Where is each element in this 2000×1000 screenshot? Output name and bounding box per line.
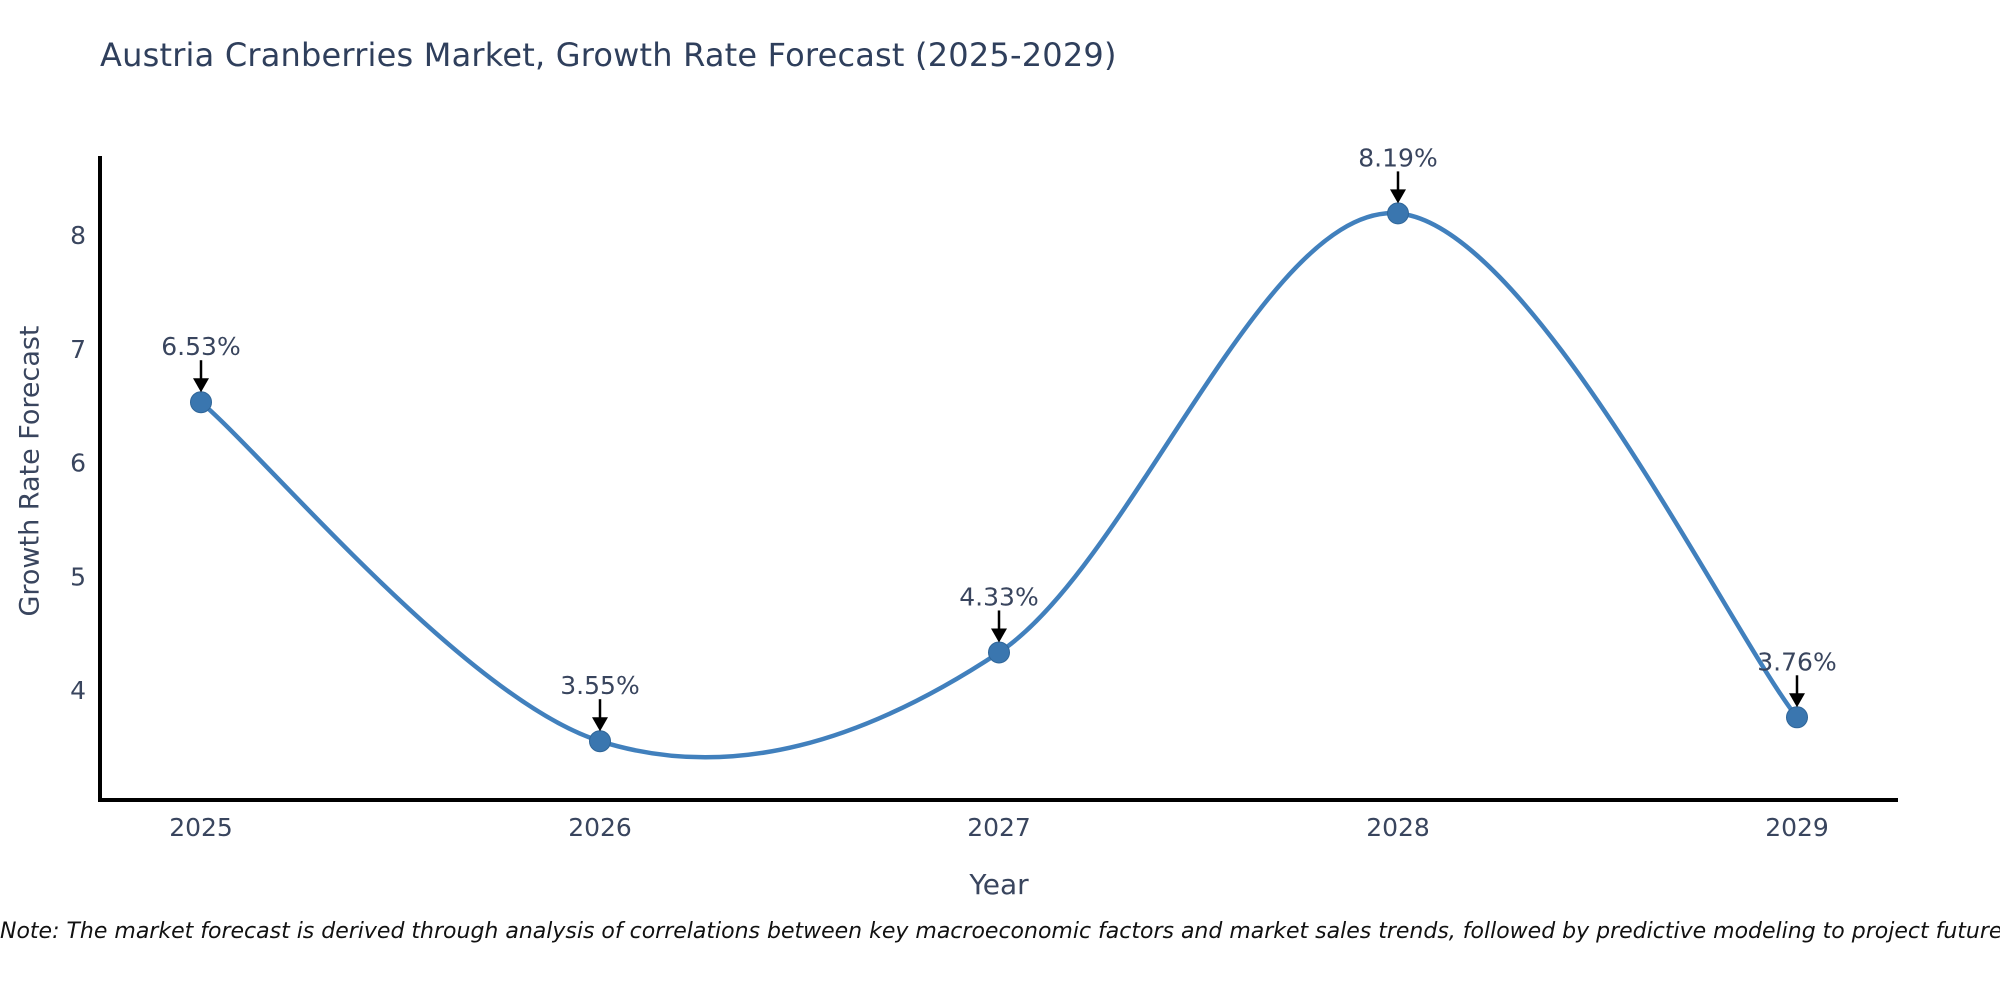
x-tick-label: 2025 [169, 813, 233, 842]
data-point-label: 3.76% [1757, 647, 1836, 676]
annotation-arrowhead-icon [991, 628, 1007, 643]
x-tick-label: 2026 [568, 813, 632, 842]
footnote: Note: The market forecast is derived thr… [0, 919, 2000, 944]
data-point-marker [1387, 202, 1409, 225]
data-point-marker [988, 641, 1010, 664]
data-point-marker [589, 730, 611, 753]
x-tick-label: 2029 [1765, 813, 1829, 842]
y-axis-title: Growth Rate Forecast [14, 325, 46, 617]
annotation-arrowhead-icon [1789, 693, 1805, 708]
annotation-arrowhead-icon [592, 717, 608, 732]
data-point-marker [190, 391, 212, 414]
y-tick-label: 5 [70, 562, 86, 591]
x-axis-title: Year [969, 868, 1029, 901]
chart-title: Austria Cranberries Market, Growth Rate … [100, 36, 1117, 74]
y-tick-label: 6 [70, 449, 86, 478]
x-tick-label: 2027 [967, 813, 1031, 842]
data-point-marker [1786, 706, 1808, 729]
growth-rate-line [198, 211, 1800, 760]
annotation-arrowhead-icon [193, 378, 209, 393]
y-tick-label: 8 [70, 221, 86, 250]
y-tick-label: 7 [70, 335, 86, 364]
annotation-arrowhead-icon [1390, 189, 1406, 204]
data-point-label: 8.19% [1358, 143, 1437, 172]
data-point-label: 6.53% [161, 332, 240, 361]
data-point-label: 3.55% [560, 671, 639, 700]
y-tick-label: 4 [70, 676, 86, 705]
x-tick-label: 2028 [1366, 813, 1430, 842]
data-point-label: 4.33% [959, 582, 1038, 611]
